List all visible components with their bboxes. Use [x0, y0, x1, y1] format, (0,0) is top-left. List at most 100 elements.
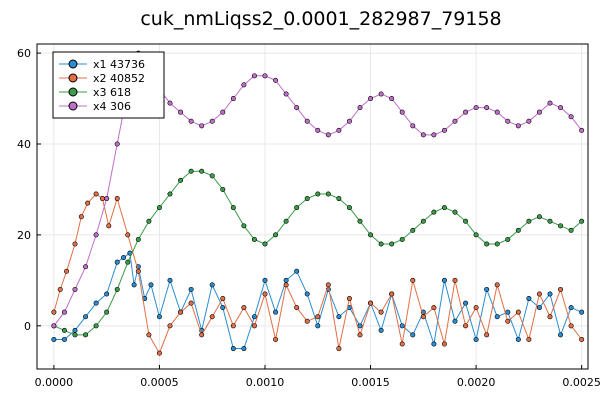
y-tick-label: 0 [24, 320, 31, 333]
data-point [526, 336, 532, 342]
data-point [389, 241, 395, 247]
data-point [220, 305, 226, 311]
data-point [188, 286, 194, 292]
data-point [463, 300, 469, 306]
data-point [83, 332, 89, 338]
data-point [283, 282, 289, 288]
data-point [336, 314, 342, 320]
data-point [325, 132, 331, 138]
data-point [420, 218, 426, 224]
data-point [104, 291, 110, 297]
legend-marker [68, 101, 78, 111]
data-point [131, 282, 137, 288]
chart-title: cuk_nmLiqss2_0.0001_282987_79158 [140, 8, 501, 30]
legend-marker [68, 87, 78, 97]
data-point [346, 118, 352, 124]
data-point [536, 291, 542, 297]
data-point [420, 132, 426, 138]
data-point [484, 286, 490, 292]
x-tick-label: 0.0010 [246, 376, 285, 389]
data-point [357, 323, 363, 329]
data-point [156, 314, 162, 320]
data-point [72, 241, 78, 247]
data-point [209, 282, 215, 288]
data-point [378, 241, 384, 247]
data-point [262, 241, 268, 247]
data-point [315, 323, 321, 329]
data-point [304, 318, 310, 324]
data-point [494, 241, 500, 247]
data-point [346, 296, 352, 302]
data-point [399, 109, 405, 115]
data-point [547, 291, 553, 297]
data-point [336, 127, 342, 133]
data-point [325, 282, 331, 288]
data-point [536, 214, 542, 220]
data-point [209, 173, 215, 179]
data-point [441, 341, 447, 347]
y-tick-label: 60 [17, 47, 31, 60]
data-point [484, 332, 490, 338]
data-point [558, 286, 564, 292]
data-point [99, 196, 105, 202]
series-1 [51, 250, 585, 352]
data-point [57, 286, 63, 292]
data-point [515, 336, 521, 342]
data-point [93, 300, 99, 306]
data-point [431, 209, 437, 215]
data-point [251, 323, 257, 329]
data-point [304, 196, 310, 202]
data-point [389, 291, 395, 297]
data-point [399, 323, 405, 329]
y-tick-label: 40 [17, 138, 31, 151]
data-point [526, 118, 532, 124]
series-line [53, 193, 583, 355]
data-point [315, 314, 321, 320]
data-point [188, 168, 194, 174]
data-point [378, 91, 384, 97]
data-point [178, 309, 184, 315]
data-point [104, 196, 110, 202]
data-point [51, 323, 57, 329]
data-point [357, 332, 363, 338]
data-point [526, 296, 532, 302]
data-point [515, 309, 521, 315]
data-point [558, 105, 564, 111]
data-point [431, 305, 437, 311]
x-tick-label: 0.0025 [562, 376, 600, 389]
data-point [72, 286, 78, 292]
data-point [494, 282, 500, 288]
data-point [452, 209, 458, 215]
legend-label: x1 43736 [93, 58, 145, 71]
data-point [547, 314, 553, 320]
data-point [51, 309, 57, 315]
data-point [199, 123, 205, 129]
data-point [452, 277, 458, 283]
legend-label: x2 40852 [93, 72, 145, 85]
data-point [241, 305, 247, 311]
data-point [93, 232, 99, 238]
data-point [410, 332, 416, 338]
data-point [463, 323, 469, 329]
data-point [283, 91, 289, 97]
data-point [230, 346, 236, 352]
data-point [579, 218, 585, 224]
data-point [167, 323, 173, 329]
data-point [473, 232, 479, 238]
data-point [368, 300, 374, 306]
data-point [241, 223, 247, 229]
data-point [505, 236, 511, 242]
data-point [230, 96, 236, 102]
data-point [135, 236, 141, 242]
data-point [515, 227, 521, 233]
data-point [357, 218, 363, 224]
data-point [410, 277, 416, 283]
series-layer [51, 50, 585, 356]
data-point [146, 218, 152, 224]
data-point [220, 296, 226, 302]
data-point [121, 255, 127, 261]
data-point [262, 291, 268, 297]
data-point [125, 232, 131, 238]
data-point [389, 96, 395, 102]
data-point [78, 214, 84, 220]
